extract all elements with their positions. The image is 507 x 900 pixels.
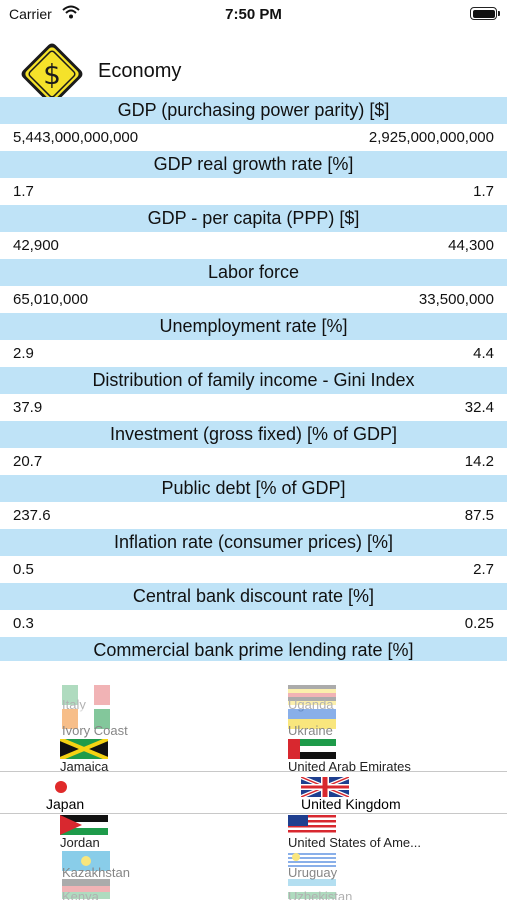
left-value: 5,443,000,000,000 [13, 129, 139, 146]
carrier-label: Carrier [9, 6, 52, 22]
row-values: 1.7 1.7 [0, 178, 507, 205]
left-value: 20.7 [13, 453, 43, 470]
right-value: 4.4 [473, 345, 494, 362]
right-value: 33,500,000 [418, 291, 494, 308]
row-title: GDP (purchasing power parity) [$] [0, 97, 507, 124]
country-picker[interactable]: Italy Ivory Coast Jamaica Japan Jordan K… [0, 661, 507, 900]
jordan-flag-icon [60, 815, 108, 835]
row-title: Distribution of family income - Gini Ind… [0, 367, 507, 394]
row-values: 237.6 87.5 [0, 502, 507, 529]
row-values: 0.5 2.7 [0, 556, 507, 583]
row-values: 42,900 44,300 [0, 232, 507, 259]
kenya-flag-icon [62, 879, 110, 899]
uk-flag-icon [301, 777, 349, 797]
picker-selection-band [0, 771, 507, 814]
comparison-table: GDP (purchasing power parity) [$] 5,443,… [0, 97, 507, 664]
left-value: 1.7 [13, 183, 34, 200]
row-values: 65,010,000 33,500,000 [0, 286, 507, 313]
uae-flag-icon [288, 739, 336, 759]
row-title: Inflation rate (consumer prices) [%] [0, 529, 507, 556]
row-values: 0.3 0.25 [0, 610, 507, 637]
section-header: $ Economy [0, 38, 507, 105]
right-value: 1.7 [473, 183, 494, 200]
clock: 7:50 PM [225, 6, 282, 23]
usa-flag-icon [288, 815, 336, 835]
row-title: Investment (gross fixed) [% of GDP] [0, 421, 507, 448]
page-title: Economy [98, 60, 182, 82]
svg-text:$: $ [43, 58, 61, 91]
row-title: Labor force [0, 259, 507, 286]
uzbekistan-flag-icon [288, 879, 336, 899]
row-title: GDP real growth rate [%] [0, 151, 507, 178]
battery-icon [470, 7, 500, 20]
right-value: 87.5 [464, 507, 494, 524]
right-value: 2.7 [473, 561, 494, 578]
right-value: 0.25 [464, 615, 494, 632]
row-values: 20.7 14.2 [0, 448, 507, 475]
row-values: 5,443,000,000,000 2,925,000,000,000 [0, 124, 507, 151]
left-value: 2.9 [13, 345, 34, 362]
status-bar: Carrier 7:50 PM [0, 0, 507, 30]
ivory-coast-flag-icon [62, 709, 110, 729]
left-value: 42,900 [13, 237, 59, 254]
row-title: Public debt [% of GDP] [0, 475, 507, 502]
right-value: 44,300 [448, 237, 494, 254]
left-value: 37.9 [13, 399, 43, 416]
row-values: 2.9 4.4 [0, 340, 507, 367]
row-title: Commercial bank prime lending rate [%] [0, 637, 507, 664]
uruguay-flag-icon [288, 851, 336, 871]
italy-flag-icon [62, 685, 110, 705]
right-value: 32.4 [464, 399, 494, 416]
jamaica-flag-icon [60, 739, 108, 759]
right-value: 14.2 [464, 453, 494, 470]
right-value: 2,925,000,000,000 [368, 129, 494, 146]
japan-flag-icon [46, 777, 76, 797]
wifi-icon [62, 5, 80, 24]
ukraine-flag-icon [288, 709, 336, 729]
left-value: 0.3 [13, 615, 34, 632]
dollar-sign-icon: $ [16, 38, 88, 110]
kazakhstan-flag-icon [62, 851, 110, 871]
left-value: 65,010,000 [13, 291, 89, 308]
row-title: Central bank discount rate [%] [0, 583, 507, 610]
left-value: 237.6 [13, 507, 51, 524]
row-title: Unemployment rate [%] [0, 313, 507, 340]
left-value: 0.5 [13, 561, 34, 578]
uganda-flag-icon [288, 685, 336, 705]
row-values: 37.9 32.4 [0, 394, 507, 421]
row-title: GDP - per capita (PPP) [$] [0, 205, 507, 232]
